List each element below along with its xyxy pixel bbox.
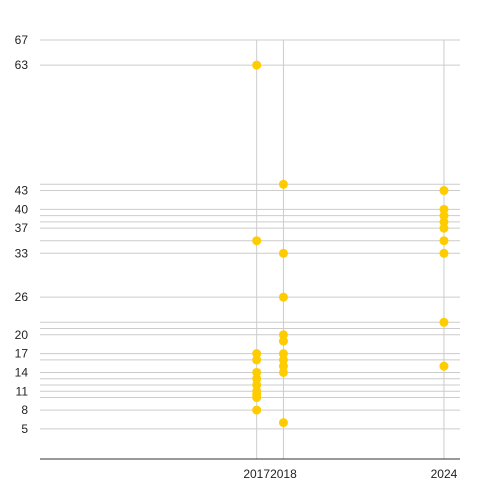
- data-point: [439, 217, 449, 227]
- data-point: [439, 236, 449, 246]
- y-tick-label: 63: [15, 58, 29, 72]
- data-point: [252, 236, 262, 246]
- data-point: [439, 361, 449, 371]
- data-point: [278, 330, 288, 340]
- x-tick-label: 2017: [243, 467, 270, 481]
- x-tick-labels: 2017 2018 2024: [243, 467, 457, 481]
- data-point: [278, 179, 288, 189]
- data-point: [278, 292, 288, 302]
- y-tick-label: 67: [15, 33, 29, 47]
- data-point: [252, 374, 262, 384]
- data-point: [439, 248, 449, 258]
- y-tick-label: 20: [15, 328, 29, 342]
- data-point: [439, 211, 449, 221]
- y-tick-label: 11: [16, 384, 29, 398]
- data-point: [278, 349, 288, 359]
- data-point: [439, 186, 449, 196]
- y-tick-label: 37: [15, 221, 29, 235]
- y-tick-label: 5: [21, 422, 28, 436]
- data-point: [252, 405, 262, 415]
- y-tick-label: 43: [15, 184, 29, 198]
- data-point: [252, 355, 262, 365]
- y-tick-labels: 5 8 11 14 17 20 26 33 37 40 43 63 67: [15, 33, 29, 436]
- data-point: [439, 317, 449, 327]
- data-point: [278, 361, 288, 371]
- data-point: [278, 248, 288, 258]
- data-point: [278, 336, 288, 346]
- data-point: [278, 355, 288, 365]
- data-point: [252, 380, 262, 390]
- y-tick-label: 40: [15, 202, 29, 216]
- x-tick-label: 2018: [270, 467, 297, 481]
- y-tick-label: 33: [15, 246, 29, 260]
- data-point: [278, 367, 288, 377]
- data-point: [252, 349, 262, 359]
- data-point: [278, 418, 288, 428]
- y-tick-label: 26: [15, 290, 29, 304]
- data-point: [439, 204, 449, 214]
- data-point: [252, 393, 262, 403]
- x-tick-label: 2024: [431, 467, 458, 481]
- grid-layer: [40, 39, 460, 430]
- y-tick-label: 14: [15, 365, 29, 379]
- data-point: [439, 223, 449, 233]
- data-point: [252, 367, 262, 377]
- y-tick-label: 17: [15, 347, 29, 361]
- data-points: [252, 60, 449, 428]
- data-point: [252, 60, 262, 70]
- y-tick-label: 8: [21, 403, 28, 417]
